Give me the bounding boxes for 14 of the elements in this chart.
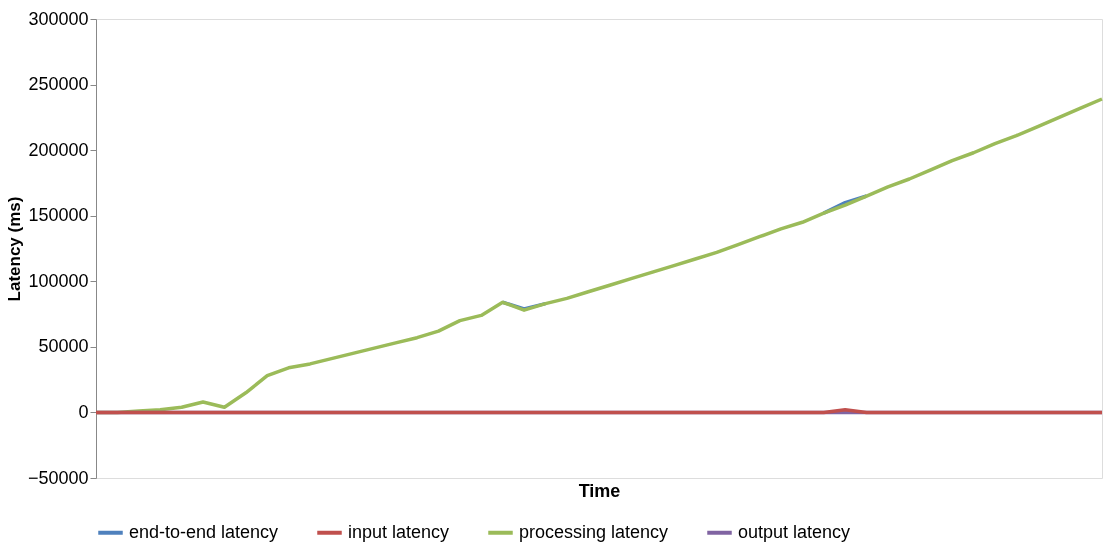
y-tick-label: 200000 (28, 139, 89, 160)
y-tick-label: −50000 (27, 467, 89, 488)
legend-label: output latency (738, 521, 851, 542)
legend-label: processing latency (519, 521, 669, 542)
legend-label: end-to-end latency (129, 521, 279, 542)
y-tick-label: 50000 (38, 336, 89, 357)
y-tick-label: 100000 (28, 270, 89, 291)
y-tick-label: 250000 (28, 74, 89, 95)
y-tick-label: 300000 (28, 8, 89, 29)
x-axis-title: Time (578, 480, 621, 501)
y-tick-label: 150000 (28, 205, 89, 226)
y-tick-label: 0 (78, 401, 89, 422)
y-axis-title: Latency (ms) (4, 196, 24, 302)
legend-label: input latency (348, 521, 450, 542)
